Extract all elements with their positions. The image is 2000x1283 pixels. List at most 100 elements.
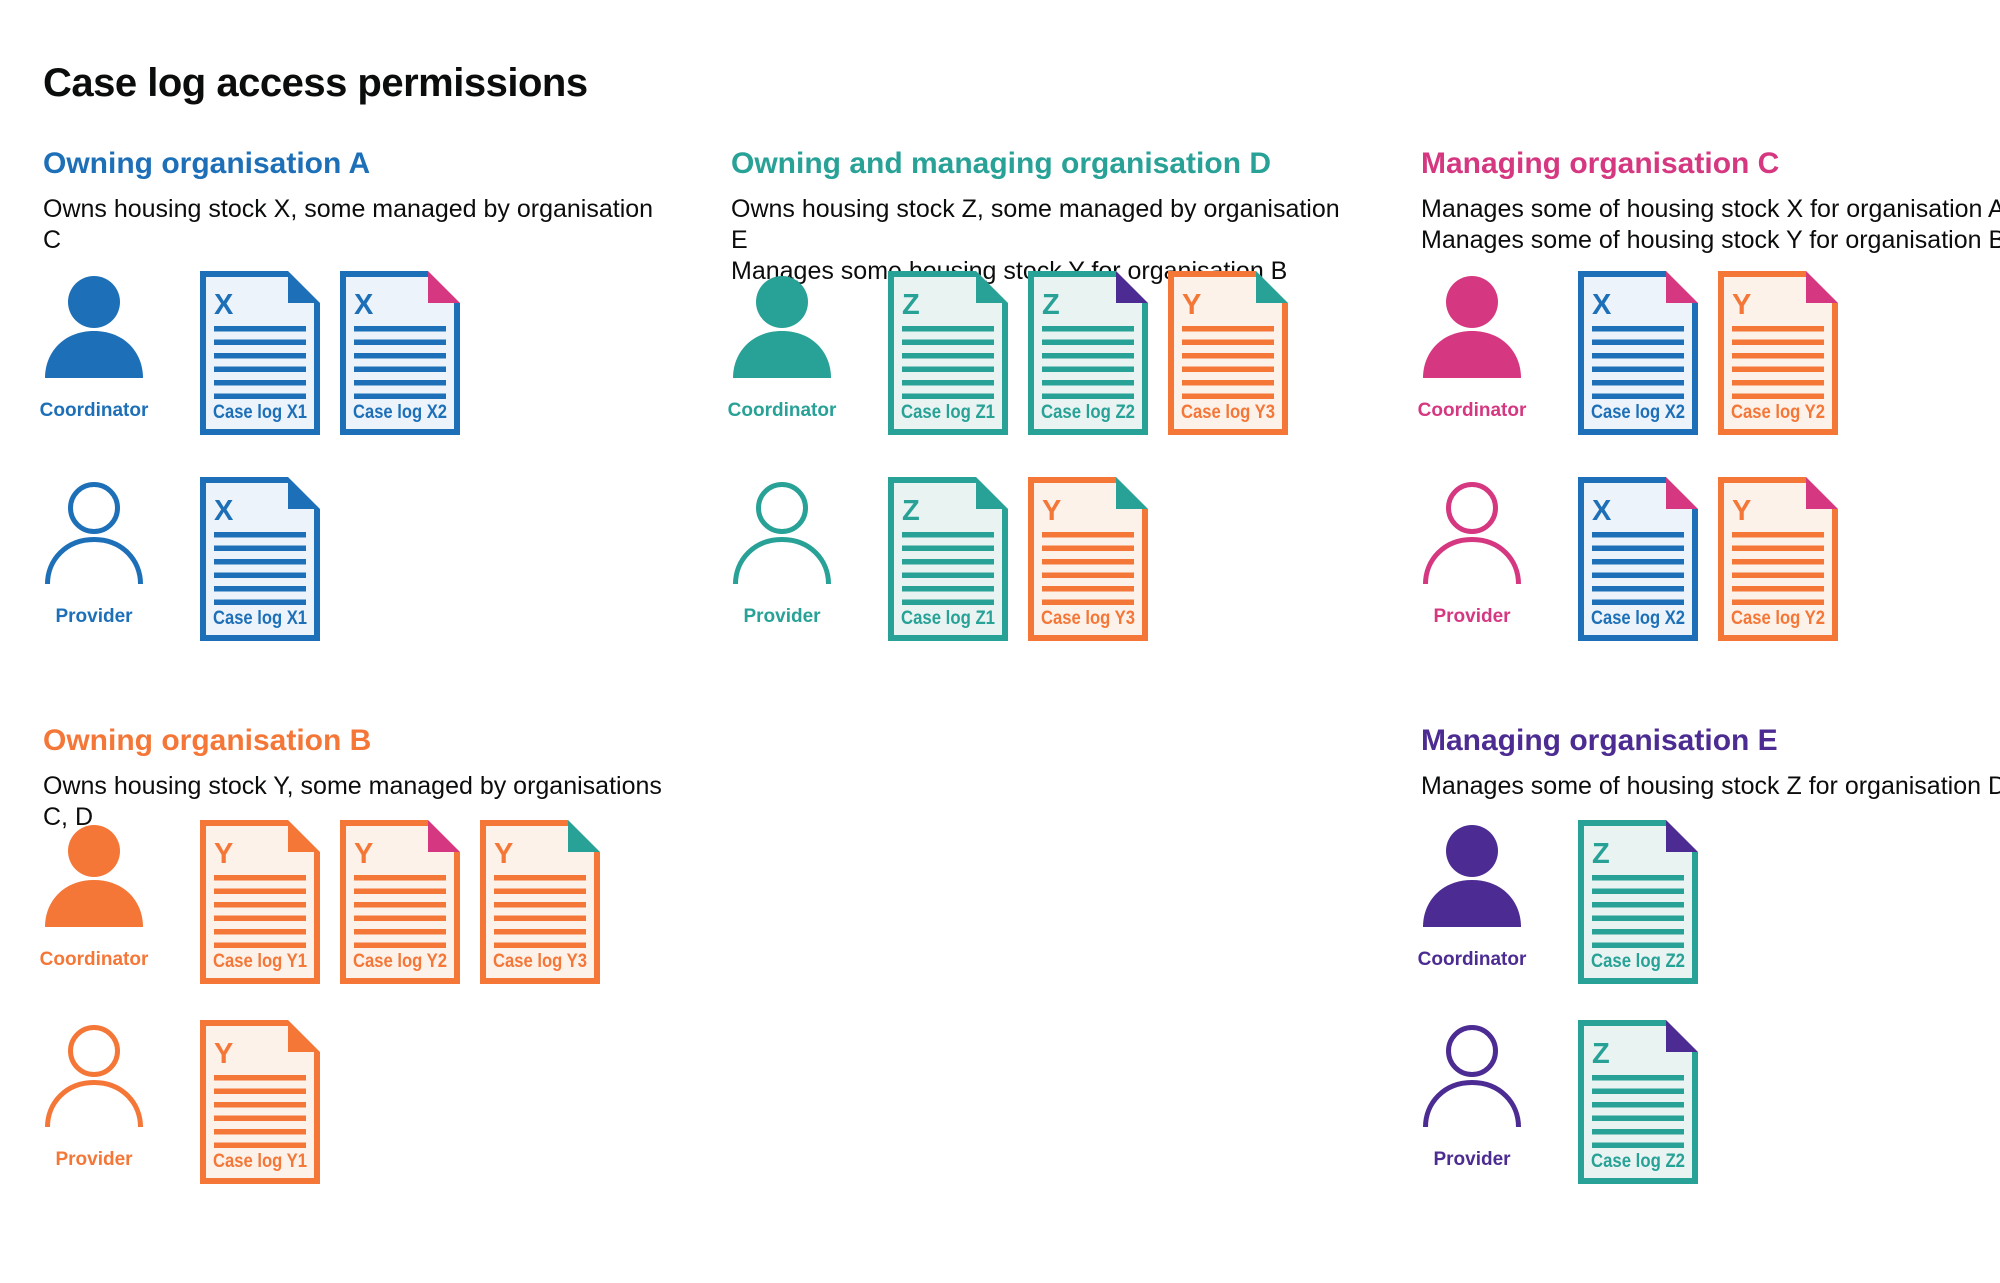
doc-label: Case log Y1: [213, 951, 307, 972]
coordinator-icon: [1423, 825, 1521, 927]
section-owning-organisation-b: Owning organisation B Owns housing stock…: [40, 723, 663, 1283]
provider-cell: Provider: [1421, 1020, 1523, 1184]
folded-corner: [976, 477, 1008, 509]
coordinator-icon: [45, 825, 143, 927]
case-log-document: Y Case log Y3: [1028, 477, 1148, 641]
case-log-document: X Case log X1: [200, 477, 320, 641]
doc-label: Case log Y2: [1731, 402, 1825, 423]
section-owning-managing-organisation-d: Owning and managing organisation D Owns …: [728, 146, 1351, 706]
provider-cell: Provider: [43, 477, 145, 641]
case-log-document: Y Case log Y3: [480, 820, 600, 984]
case-log-document: Y Case log Y3: [1168, 271, 1288, 435]
coordinator-row: Coordinator X Case log X1 X Case log X2: [40, 271, 663, 435]
section-description: Owns housing stock Z, some managed by or…: [731, 195, 1340, 254]
doc-letter: Y: [214, 838, 233, 870]
coordinator-row: Coordinator X Case log X2 Y Case log Y2: [1418, 271, 2000, 435]
provider-row: Provider Z Case log Z1 Y Case log Y3: [731, 477, 1351, 641]
folded-corner: [1666, 820, 1698, 852]
doc-label: Case log Y1: [213, 1151, 307, 1172]
doc-letter: Y: [1182, 289, 1201, 321]
doc-label: Case log Z2: [1591, 951, 1685, 972]
coordinator-row: Coordinator Z Case log Z2: [1418, 820, 2000, 984]
doc-text-lines: [354, 326, 446, 399]
doc-label: Case log Z2: [1591, 1151, 1685, 1172]
doc-letter: Z: [1592, 838, 1610, 870]
case-log-document: Z Case log Z1: [888, 477, 1008, 641]
section-title: Owning organisation B: [43, 724, 372, 757]
case-log-document: X Case log X2: [1578, 271, 1698, 435]
provider-icon: [1423, 482, 1521, 584]
doc-letter: Z: [902, 495, 920, 527]
doc-text-lines: [214, 532, 306, 605]
doc-label: Case log Z2: [1041, 402, 1135, 423]
case-log-document: X Case log X2: [1578, 477, 1698, 641]
provider-row: Provider Y Case log Y1: [43, 1020, 663, 1184]
section-title: Managing organisation C: [1421, 147, 1780, 180]
doc-letter: Y: [1732, 289, 1751, 321]
doc-label: Case log Y3: [1181, 402, 1275, 423]
case-log-document: Z Case log Z2: [1578, 820, 1698, 984]
folded-corner: [1806, 477, 1838, 509]
coordinator-icon: [45, 276, 143, 378]
coordinator-cell: Coordinator: [1418, 820, 1526, 984]
role-label: Coordinator: [1417, 400, 1527, 421]
role-label: Coordinator: [39, 400, 149, 421]
case-log-document: Y Case log Y2: [1718, 477, 1838, 641]
folded-corner: [1256, 271, 1288, 303]
doc-letter: X: [214, 495, 234, 527]
doc-text-lines: [1592, 326, 1684, 399]
doc-letter: X: [1592, 289, 1612, 321]
section-description: Owns housing stock Y, some managed by or…: [43, 772, 662, 831]
doc-letter: Y: [494, 838, 513, 870]
coordinator-icon: [1423, 276, 1521, 378]
folded-corner: [428, 271, 460, 303]
role-label: Coordinator: [1417, 949, 1527, 970]
folded-corner: [288, 820, 320, 852]
folded-corner: [428, 820, 460, 852]
doc-label: Case log X2: [353, 402, 447, 423]
coordinator-cell: Coordinator: [40, 820, 148, 984]
doc-text-lines: [494, 875, 586, 948]
doc-text-lines: [1042, 532, 1134, 605]
doc-letter: Y: [214, 1038, 233, 1070]
doc-text-lines: [1042, 326, 1134, 399]
doc-label: Case log X2: [1591, 608, 1685, 629]
doc-letter: X: [214, 289, 234, 321]
doc-letter: Y: [354, 838, 373, 870]
provider-icon: [45, 1025, 143, 1127]
case-log-document: Y Case log Y2: [340, 820, 460, 984]
doc-text-lines: [1732, 326, 1824, 399]
folded-corner: [1666, 271, 1698, 303]
doc-text-lines: [354, 875, 446, 948]
doc-text-lines: [214, 1075, 306, 1148]
case-log-document: Y Case log Y1: [200, 820, 320, 984]
doc-text-lines: [902, 532, 994, 605]
doc-text-lines: [214, 326, 306, 399]
diagram-title: Case log access permissions: [43, 60, 588, 105]
doc-text-lines: [1732, 532, 1824, 605]
case-log-document: X Case log X1: [200, 271, 320, 435]
coordinator-cell: Coordinator: [728, 271, 836, 435]
folded-corner: [1116, 477, 1148, 509]
folded-corner: [288, 271, 320, 303]
doc-letter: Z: [1042, 289, 1060, 321]
provider-icon: [1423, 1025, 1521, 1127]
doc-letter: Z: [1592, 1038, 1610, 1070]
doc-label: Case log Y2: [1731, 608, 1825, 629]
section-managing-organisation-e: Managing organisation E Manages some of …: [1418, 723, 2000, 1283]
section-owning-organisation-a: Owning organisation A Owns housing stock…: [40, 146, 663, 706]
folded-corner: [1666, 477, 1698, 509]
doc-letter: Y: [1042, 495, 1061, 527]
role-label: Provider: [55, 606, 133, 627]
provider-row: Provider X Case log X1: [43, 477, 663, 641]
doc-text-lines: [1592, 875, 1684, 948]
coordinator-cell: Coordinator: [40, 271, 148, 435]
case-log-document: Y Case log Y2: [1718, 271, 1838, 435]
role-label: Coordinator: [39, 949, 149, 970]
role-label: Provider: [55, 1149, 133, 1170]
section-description: Manages some of housing stock Z for orga…: [1421, 772, 2000, 800]
provider-icon: [45, 482, 143, 584]
provider-row: Provider X Case log X2 Y Case log Y2: [1421, 477, 2000, 641]
role-label: Coordinator: [727, 400, 837, 421]
doc-label: Case log X2: [1591, 402, 1685, 423]
